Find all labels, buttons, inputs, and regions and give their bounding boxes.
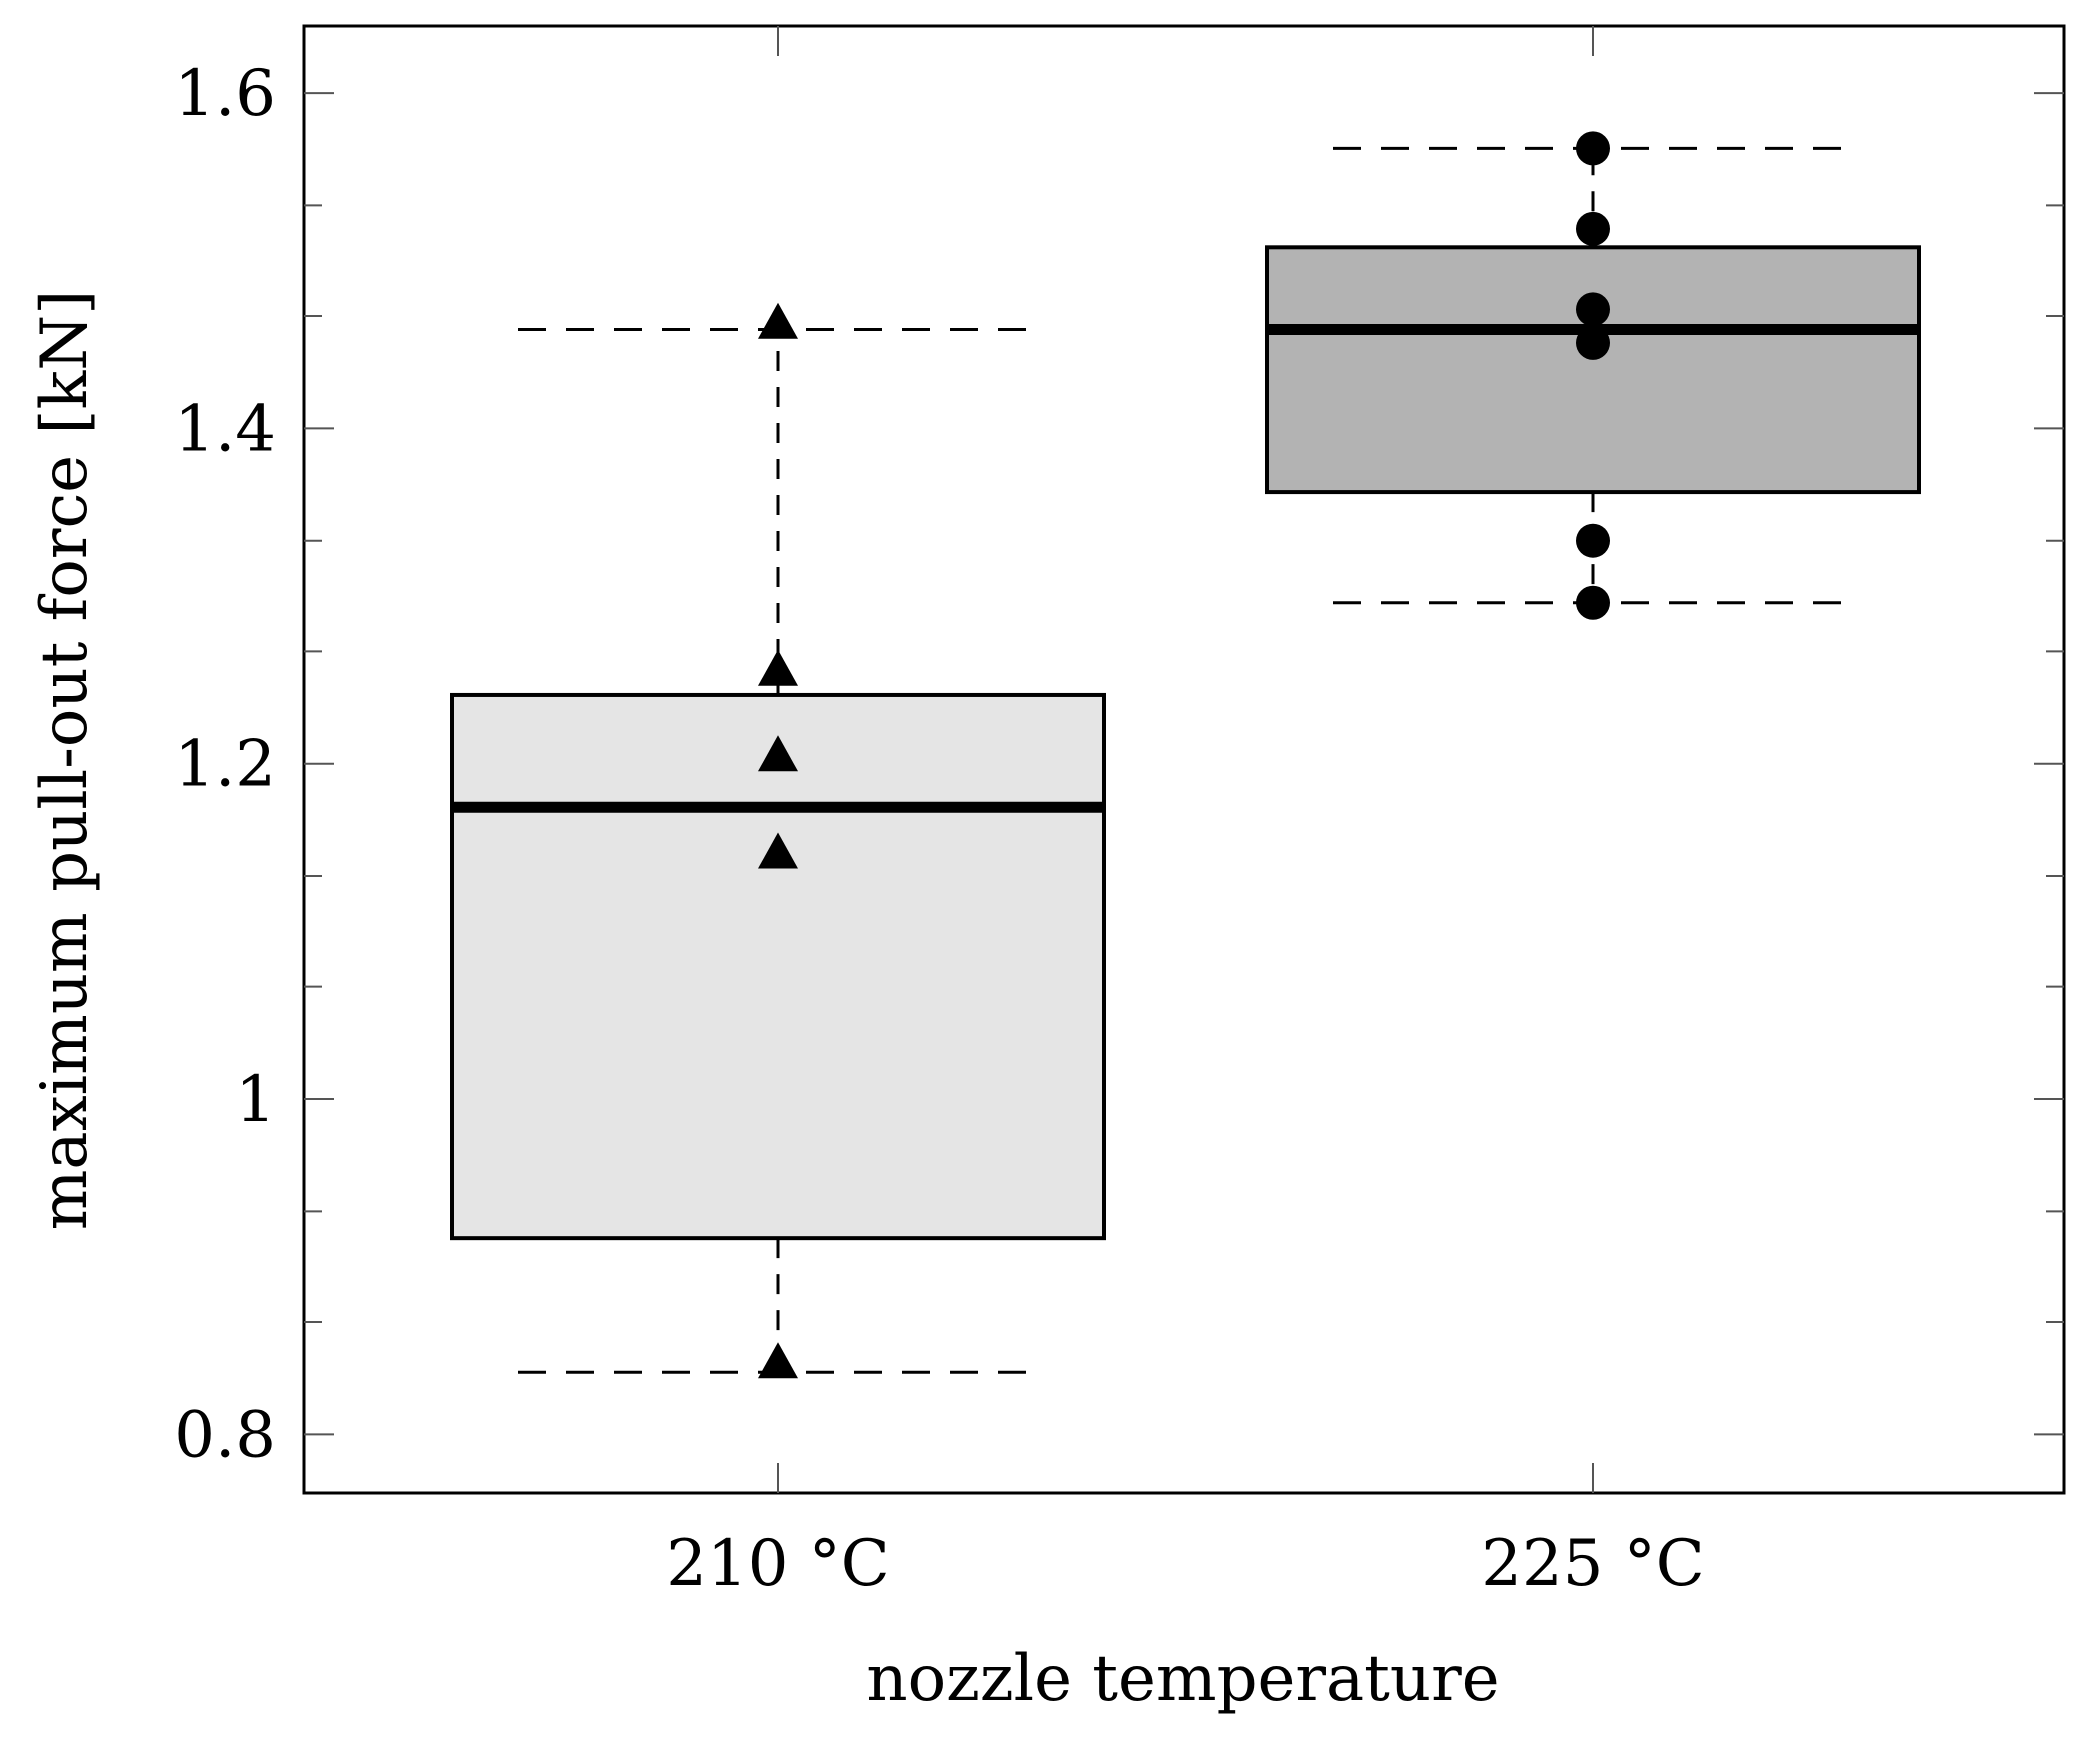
box-iqr bbox=[450, 692, 1106, 1241]
box-group bbox=[1265, 131, 1921, 620]
data-point-triangle bbox=[758, 1342, 798, 1379]
data-point-circle bbox=[1576, 292, 1610, 327]
plot-frame bbox=[302, 24, 2066, 1495]
y-tick-label: 1.2 bbox=[174, 728, 276, 802]
plot-marks bbox=[450, 131, 1921, 1379]
y-tick-label: 1.6 bbox=[174, 57, 276, 131]
data-point-circle bbox=[1576, 211, 1610, 246]
data-point-triangle bbox=[758, 832, 798, 869]
y-axis-title: maximum pull-out force [kN] bbox=[28, 290, 102, 1231]
y-tick-label: 0.8 bbox=[174, 1398, 276, 1472]
data-point-circle bbox=[1576, 585, 1610, 620]
axis-ticks bbox=[304, 26, 2064, 1493]
x-category-label: 225 °C bbox=[1481, 1527, 1704, 1601]
data-point-triangle bbox=[758, 735, 798, 772]
data-point-circle bbox=[1576, 325, 1610, 360]
data-point-circle bbox=[1576, 523, 1610, 558]
box-iqr bbox=[1265, 245, 1921, 495]
data-point-triangle bbox=[758, 649, 798, 686]
x-axis-title: nozzle temperature bbox=[866, 1642, 1499, 1716]
y-tick-label: 1.4 bbox=[174, 392, 276, 466]
y-tick-label: 1 bbox=[235, 1063, 276, 1137]
data-point-triangle bbox=[758, 302, 798, 339]
data-point-circle bbox=[1576, 131, 1610, 166]
x-category-label: 210 °C bbox=[666, 1527, 889, 1601]
axis-labels: 0.8 1 1.2 1.4 1.6 210 °C 225 °C bbox=[174, 57, 1705, 1601]
box-group bbox=[450, 302, 1106, 1379]
